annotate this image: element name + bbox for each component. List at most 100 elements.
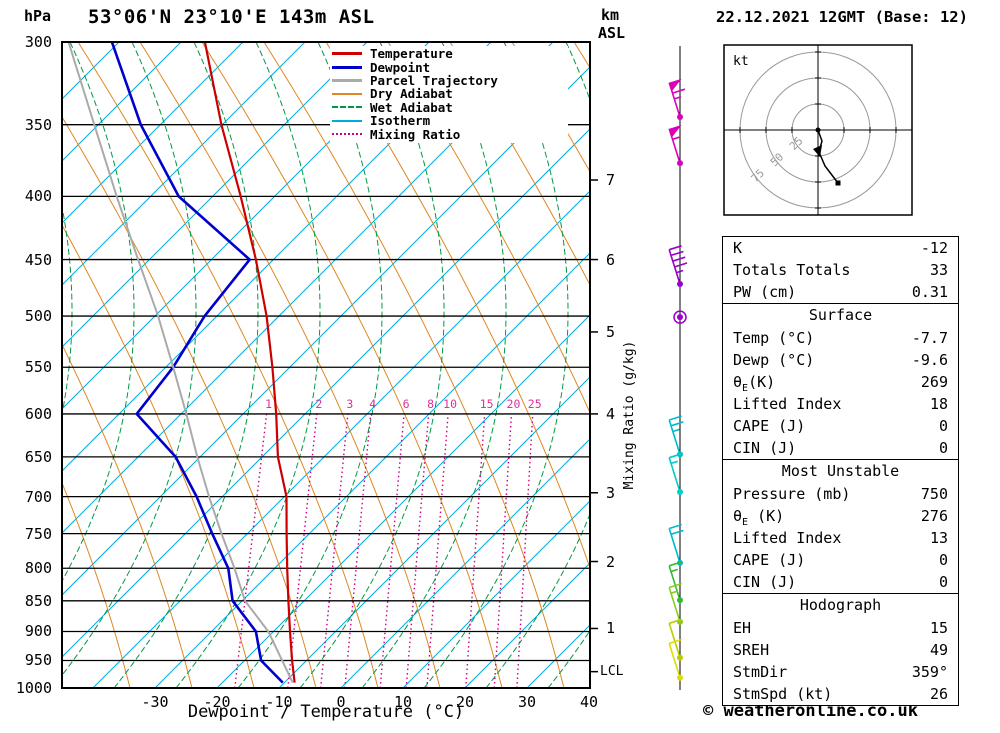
skewt-background: 1 2 3 4 6 8 10 15 20 25 xyxy=(62,42,590,688)
isotherm-line xyxy=(62,42,368,348)
dry-adiabat-line xyxy=(387,42,590,415)
dry-adiabat-line xyxy=(511,42,590,173)
legend-swatch-isotherm xyxy=(332,119,362,122)
stat-value: 269 xyxy=(920,373,948,391)
chart-legend: Temperature Dewpoint Parcel Trajectory Dry … xyxy=(330,46,568,143)
pressure-tick-label: 500 xyxy=(24,307,52,326)
pressure-tick-label: 1000 xyxy=(15,679,52,697)
stat-label: SREH xyxy=(733,641,770,659)
series-parcel-trajectory xyxy=(67,42,294,684)
dry-adiabat-line xyxy=(62,116,317,688)
stat-label: Dewp (°C) xyxy=(733,351,815,369)
temp-tick-label: 40 xyxy=(579,693,599,711)
stat-value: -12 xyxy=(920,239,948,257)
isotherm-line xyxy=(62,42,430,410)
wet-adiabat-line xyxy=(113,42,259,688)
stat-value: -7.7 xyxy=(911,329,948,347)
km-axis-label: km xyxy=(601,6,620,24)
temp-tick-label: 30 xyxy=(517,693,537,711)
table-row: StmSpd (kt) 26 xyxy=(723,683,958,705)
stat-value: 33 xyxy=(929,261,948,279)
mixing-ratio-value-label: 25 xyxy=(528,397,542,411)
stat-value: 18 xyxy=(929,395,948,413)
dry-adiabat-line xyxy=(263,42,565,688)
dry-adiabat-line xyxy=(325,42,590,570)
stat-label: K xyxy=(733,239,743,257)
mixing-ratio-line xyxy=(319,413,349,688)
table-row: θE(K) 269 xyxy=(723,371,958,394)
legend-item: Parcel Trajectory xyxy=(332,72,568,88)
legend-label: Temperature xyxy=(370,46,453,62)
table-row: SREH 49 xyxy=(723,639,958,661)
stat-label: StmSpd (kt) xyxy=(733,685,833,703)
legend-item: Temperature xyxy=(332,46,568,62)
mixing-ratio-value-label: 10 xyxy=(443,397,457,411)
pressure-tick-label: 600 xyxy=(24,404,52,423)
mixing-ratio-value-label: 15 xyxy=(480,397,494,411)
lcl-label: LCL xyxy=(600,663,624,679)
pressure-unit-label: hPa xyxy=(24,7,52,25)
legend-swatch-wet-adiabat xyxy=(332,106,362,109)
mixing-ratio-value-label: 4 xyxy=(369,397,376,411)
mixing-ratio-line xyxy=(426,413,449,688)
mixing-ratio-line xyxy=(344,413,372,688)
temperature-axis-label: Dewpoint / Temperature (°C) xyxy=(187,702,465,722)
wet-adiabat-line xyxy=(62,42,197,676)
mixing-ratio-line xyxy=(465,413,486,688)
legend-label: Parcel Trajectory xyxy=(370,72,498,88)
table-row: Lifted Index 18 xyxy=(723,393,958,415)
table-section: K -12 Totals Totals 33 PW (cm) 0.31 xyxy=(722,236,959,304)
table-row: Totals Totals 33 xyxy=(723,259,958,281)
wind-barb xyxy=(668,618,683,661)
mixing-ratio-line xyxy=(493,413,513,688)
stat-value: 0 xyxy=(938,551,948,569)
isotherm-line xyxy=(62,42,244,224)
km-tick-label: 4 xyxy=(606,404,616,423)
isotherm-line xyxy=(62,42,492,472)
run-date-title: 22.12.2021 12GMT (Base: 12) xyxy=(716,8,968,26)
km-tick-label: 5 xyxy=(606,322,616,341)
dry-adiabat-line xyxy=(449,42,590,287)
table-row: PW (cm) 0.31 xyxy=(723,281,958,303)
stat-value: 276 xyxy=(920,507,948,525)
temp-tick-label: 20 xyxy=(455,693,475,711)
mixing-ratio-value-label: 1 xyxy=(265,397,272,411)
stat-value: 359° xyxy=(911,663,948,681)
table-row: CIN (J) 0 xyxy=(723,571,958,593)
stat-label: CAPE (J) xyxy=(733,551,806,569)
pressure-tick-label: 550 xyxy=(24,358,52,377)
isotherm-line xyxy=(340,438,590,688)
wind-barb xyxy=(668,523,684,566)
wind-barb xyxy=(668,124,683,167)
isotherm-line xyxy=(464,562,590,688)
pressure-tick-label: 800 xyxy=(24,559,52,578)
mixing-ratio-value-label: 3 xyxy=(346,397,353,411)
stat-value: 15 xyxy=(929,619,948,637)
table-section-header: Hodograph xyxy=(799,596,882,614)
station-title: 53°06'N 23°10'E 143m ASL xyxy=(88,6,375,28)
stat-label: PW (cm) xyxy=(733,283,797,301)
dry-adiabat-line xyxy=(62,343,193,688)
km-tick-label: 3 xyxy=(606,483,616,502)
wind-barb xyxy=(668,78,686,120)
storm-motion-marker xyxy=(813,145,822,157)
km-tick-label: 6 xyxy=(606,250,616,269)
pressure-tick-label: 300 xyxy=(24,33,52,51)
legend-item: Wet Adiabat xyxy=(332,100,568,115)
isotherm-line xyxy=(62,66,590,596)
mixing-ratio-line xyxy=(516,413,534,688)
temp-tick-label: -20 xyxy=(203,693,231,711)
dry-adiabat-line xyxy=(62,224,255,688)
mixing-ratio-value-label: 6 xyxy=(403,397,410,411)
pressure-tick-label: 850 xyxy=(24,591,52,610)
isotherm-line xyxy=(216,314,590,688)
stat-label: EH xyxy=(733,619,752,637)
isotherm-line xyxy=(62,42,306,286)
legend-swatch-mixing-ratio xyxy=(332,133,362,136)
stat-label: Temp (°C) xyxy=(733,329,815,347)
mixing-ratio-value-label: 2 xyxy=(315,397,322,411)
table-row: K -12 xyxy=(723,237,958,259)
dry-adiabat-line xyxy=(139,42,441,688)
stat-value: -9.6 xyxy=(911,351,948,369)
legend-label: Dry Adiabat xyxy=(370,86,453,102)
